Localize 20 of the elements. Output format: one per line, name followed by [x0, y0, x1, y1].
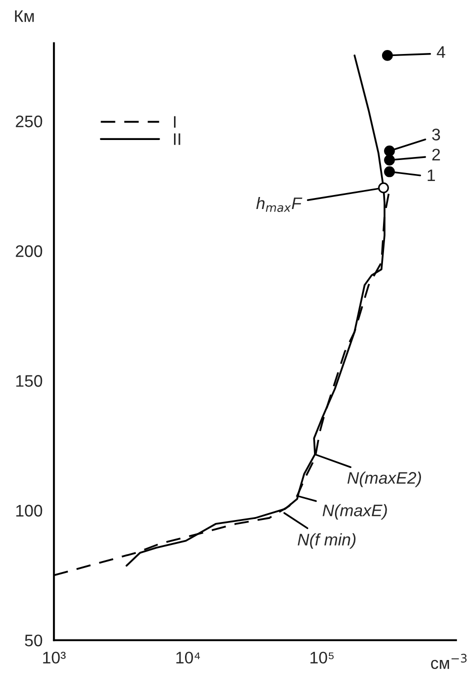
annotation: 4	[436, 46, 446, 58]
y-axis-title: Км	[15, 10, 34, 22]
x-axis-title: см$^{−3}$	[431, 654, 467, 669]
legend-label: I	[174, 116, 176, 128]
legend-label: II	[174, 133, 180, 145]
x-tick-label: 10³	[43, 652, 66, 664]
annotation: N(maxE2)	[347, 472, 421, 488]
annotation: N(f min)	[298, 533, 356, 549]
annotation: 1	[428, 170, 435, 182]
annotation: h$_{max}$F	[256, 196, 302, 212]
annotation: 3	[432, 128, 440, 140]
x-tick-label: 10⁵	[310, 652, 334, 664]
y-tick-label: 100	[16, 504, 42, 517]
y-tick-label: 50	[24, 634, 42, 646]
annotation: 2	[432, 148, 440, 160]
annotation: N(maxE)	[322, 504, 387, 520]
y-tick-label: 150	[16, 375, 42, 387]
y-tick-label: 250	[16, 116, 42, 128]
x-tick-label: 10⁴	[176, 652, 200, 664]
y-tick-label: 200	[16, 245, 42, 258]
